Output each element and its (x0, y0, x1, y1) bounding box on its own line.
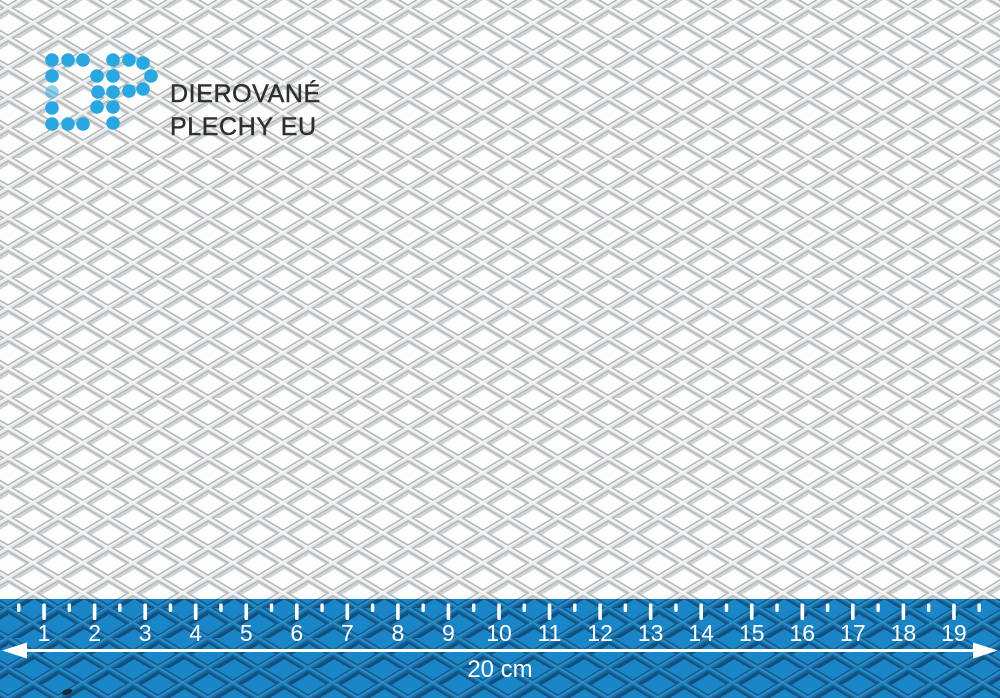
ruler-minor-tick (168, 603, 173, 612)
logo-dot (90, 100, 104, 114)
ruler-number: 17 (840, 620, 866, 646)
logo-dot (144, 69, 158, 83)
ruler-minor-tick (724, 603, 729, 612)
logo-dot (122, 84, 136, 98)
ruler-minor-tick (421, 603, 425, 612)
ruler-major-tick (193, 603, 198, 620)
ruler-major-tick (92, 603, 97, 620)
ruler-number: 14 (688, 620, 714, 646)
ruler-minor-tick (118, 603, 122, 612)
logo-dot (106, 116, 120, 130)
ruler-number: 19 (941, 620, 967, 646)
logo-dot (90, 69, 104, 83)
ruler-minor-tick (674, 603, 678, 612)
logo-dot (136, 56, 150, 70)
ruler-minor-tick (977, 603, 981, 612)
ruler-number: 2 (88, 620, 101, 646)
logo-dot (45, 85, 59, 99)
ruler-minor-tick (825, 603, 830, 612)
logo-dot (136, 82, 150, 96)
arrow-right-icon (973, 642, 998, 659)
brand-logo-mark (45, 53, 158, 131)
ruler-major-tick (547, 603, 552, 620)
ruler-number: 13 (638, 620, 664, 646)
brand-name-line2: PLECHY EU (170, 113, 317, 141)
ruler-number: 8 (392, 620, 405, 646)
ruler-number: 4 (189, 620, 202, 646)
logo-dot (61, 117, 75, 131)
ruler-number: 7 (341, 620, 354, 646)
brand-wordmark: DIEROVANÉ PLECHY EU (170, 78, 321, 144)
ruler-major-tick (800, 603, 805, 620)
logo-dot (122, 53, 136, 67)
logo-dot (61, 53, 75, 67)
ruler-number: 11 (538, 620, 562, 646)
logo-dot (106, 69, 120, 83)
ruler-minor-tick (472, 603, 476, 612)
ruler-major-tick (901, 603, 906, 620)
photo-speck (61, 688, 73, 696)
brand-name-line1: DIEROVANÉ (170, 80, 321, 108)
ruler-number: 9 (442, 620, 455, 646)
ruler-minor-tick (522, 603, 526, 612)
ruler-major-tick (143, 603, 147, 620)
logo-dot (76, 117, 90, 131)
ruler-major-tick (699, 603, 703, 620)
logo-dot (106, 53, 120, 67)
ruler-number: 10 (486, 620, 512, 646)
ruler-minor-tick (320, 603, 324, 612)
logo-dot (45, 69, 59, 83)
ruler-number: 16 (790, 620, 816, 646)
logo-dot (106, 85, 120, 99)
ruler-number: 3 (139, 620, 152, 646)
ruler-minor-tick (926, 603, 931, 612)
ruler-minor-tick (269, 603, 274, 612)
ruler-major-tick (42, 603, 46, 620)
ruler-total-label: 20 cm (467, 656, 532, 683)
ruler-minor-tick (573, 603, 577, 612)
ruler-dimension-arrow (2, 642, 998, 659)
ruler-scale: 1 2 3 4 5 6 7 8 9 10 11 12 13 14 15 16 17 18 19 (17, 603, 981, 646)
ruler-major-tick (446, 603, 451, 620)
logo-dot (91, 85, 105, 99)
ruler-number: 6 (290, 620, 303, 646)
ruler-number: 1 (38, 620, 51, 646)
ruler-number: 5 (240, 620, 253, 646)
ruler-minor-tick (219, 603, 223, 612)
ruler-major-tick (345, 603, 350, 620)
ruler-major-tick (851, 603, 855, 620)
ruler-major-tick (749, 603, 754, 620)
ruler-major-tick (244, 603, 249, 620)
ruler-major-tick (598, 603, 602, 620)
logo-dot (106, 100, 120, 114)
arrow-left-icon (2, 642, 27, 659)
ruler-minor-tick (67, 603, 72, 612)
ruler-minor-tick (623, 603, 628, 612)
ruler-major-tick (497, 603, 501, 620)
logo-dot (45, 101, 59, 115)
ruler-number: 15 (739, 620, 765, 646)
ruler-major-tick (952, 603, 956, 620)
ruler-minor-tick (775, 603, 779, 612)
ruler-number: 12 (587, 620, 613, 646)
ruler-major-tick (396, 603, 400, 620)
logo-dot (76, 53, 90, 67)
ruler-minor-tick (876, 603, 880, 612)
logo-dot (45, 117, 59, 131)
ruler-major-tick (648, 603, 653, 620)
ruler-minor-tick (370, 603, 375, 612)
ruler-minor-tick (17, 603, 21, 612)
ruler-number: 18 (891, 620, 917, 646)
ruler-major-tick (295, 603, 299, 620)
logo-dot (45, 53, 59, 67)
